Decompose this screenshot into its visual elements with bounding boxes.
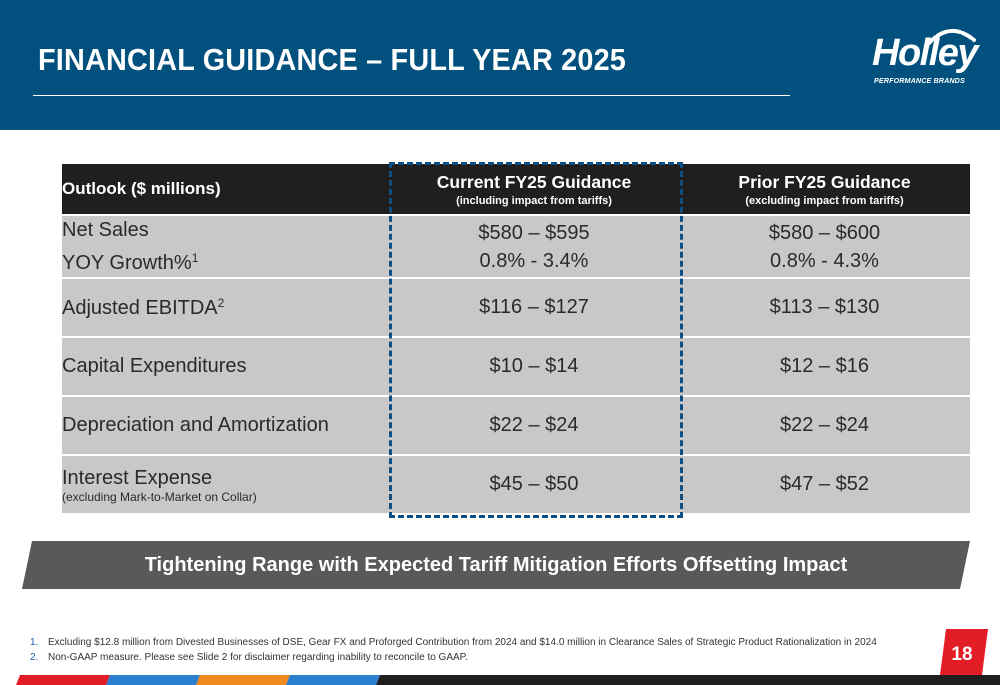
footnote-ref-1: 1	[191, 251, 199, 265]
footnote-2-number: 2.	[30, 652, 39, 663]
current-adjusted-ebitda: $116 – $127	[389, 278, 679, 338]
prior-d-and-a: $22 – $24	[679, 396, 970, 456]
row-label-interest-expense: Interest Expense (excluding Mark-to-Mark…	[62, 455, 389, 515]
footnotes: 1. Excluding $12.8 million from Divested …	[30, 635, 877, 665]
row-label-capex: Capital Expenditures	[62, 337, 389, 397]
table-row: Capital Expenditures $10 – $14 $12 – $16	[62, 337, 970, 397]
label-yoy-growth-text: YOY Growth%	[62, 252, 192, 274]
header-band: FINANCIAL GUIDANCE – FULL YEAR 2025 Holl…	[0, 0, 1000, 130]
current-guidance-highlight	[389, 162, 683, 518]
prior-guidance-note: (excluding impact from tariffs)	[745, 194, 904, 207]
current-interest-expense: $45 – $50	[389, 455, 679, 515]
page-number: 18	[951, 644, 973, 665]
logo-arc-icon	[926, 29, 976, 46]
column-header-prior: Prior FY25 Guidance (excluding impact fr…	[679, 164, 970, 216]
prior-adjusted-ebitda: $113 – $130	[679, 278, 970, 338]
label-net-sales: Net Sales	[62, 219, 149, 241]
page-number-shape	[940, 629, 988, 675]
table-row: Depreciation and Amortization $22 – $24 …	[62, 396, 970, 456]
footnote-2-text: Non-GAAP measure. Please see Slide 2 for…	[48, 652, 468, 663]
table-row: Net Sales YOY Growth%1 $580 – $595 0.8% …	[62, 215, 970, 279]
current-net-sales: $580 – $595 0.8% - 3.4%	[389, 215, 679, 279]
footnote-ref-2: 2	[217, 295, 225, 310]
title-underline	[33, 95, 790, 96]
summary-banner: Tightening Range with Expected Tariff Mi…	[22, 541, 970, 589]
page-number-badge: 18	[940, 629, 988, 675]
logo-tagline: PERFORMANCE BRANDS	[874, 76, 965, 85]
column-header-current: Current FY25 Guidance (including impact …	[389, 164, 679, 216]
current-capex: $10 – $14	[389, 337, 679, 397]
label-interest-expense: Interest Expense	[62, 466, 213, 489]
current-net-sales-value: $580 – $595	[478, 221, 590, 244]
table-row: Interest Expense (excluding Mark-to-Mark…	[62, 455, 970, 515]
banner-shape	[22, 541, 970, 589]
prior-net-sales-value: $580 – $600	[768, 221, 881, 244]
prior-guidance-title: Prior FY25 Guidance	[738, 171, 911, 192]
bottom-color-bar	[16, 675, 1000, 685]
current-guidance-title: Current FY25 Guidance	[436, 171, 632, 192]
label-adjusted-ebitda: Adjusted EBITDA	[62, 296, 218, 319]
current-yoy-growth-value: 0.8% - 3.4%	[479, 249, 589, 272]
row-label-adjusted-ebitda: Adjusted EBITDA2	[62, 278, 389, 338]
banner-text: Tightening Range with Expected Tariff Mi…	[144, 554, 848, 576]
footnote-2: 2. Non-GAAP measure. Please see Slide 2 f…	[30, 650, 877, 665]
page-title: FINANCIAL GUIDANCE – FULL YEAR 2025	[38, 42, 627, 77]
footnote-1-text: Excluding $12.8 million from Divested Bu…	[48, 637, 877, 648]
row-label-net-sales: Net Sales YOY Growth%1	[62, 215, 389, 279]
row-label-d-and-a: Depreciation and Amortization	[62, 396, 389, 456]
guidance-table: Outlook ($ millions) Current FY25 Guidan…	[62, 164, 970, 515]
table-row: Adjusted EBITDA2 $116 – $127 $113 – $130	[62, 278, 970, 338]
prior-interest-expense: $47 – $52	[679, 455, 970, 515]
current-d-and-a: $22 – $24	[389, 396, 679, 456]
column-header-outlook: Outlook ($ millions)	[62, 164, 389, 216]
table-header-row: Outlook ($ millions) Current FY25 Guidan…	[62, 164, 970, 216]
label-yoy-growth: YOY Growth%1	[62, 244, 389, 277]
footnote-1: 1. Excluding $12.8 million from Divested …	[30, 635, 877, 650]
label-interest-expense-note: (excluding Mark-to-Market on Collar)	[62, 489, 257, 504]
footnote-1-number: 1.	[30, 637, 39, 648]
current-guidance-note: (including impact from tariffs)	[456, 194, 612, 207]
logo-wordmark: Holley	[872, 32, 979, 74]
prior-net-sales: $580 – $600 0.8% - 4.3%	[679, 215, 970, 279]
prior-yoy-growth-value: 0.8% - 4.3%	[770, 249, 879, 272]
holley-logo: Holley PERFORMANCE BRANDS	[860, 18, 979, 88]
prior-capex: $12 – $16	[679, 337, 970, 397]
